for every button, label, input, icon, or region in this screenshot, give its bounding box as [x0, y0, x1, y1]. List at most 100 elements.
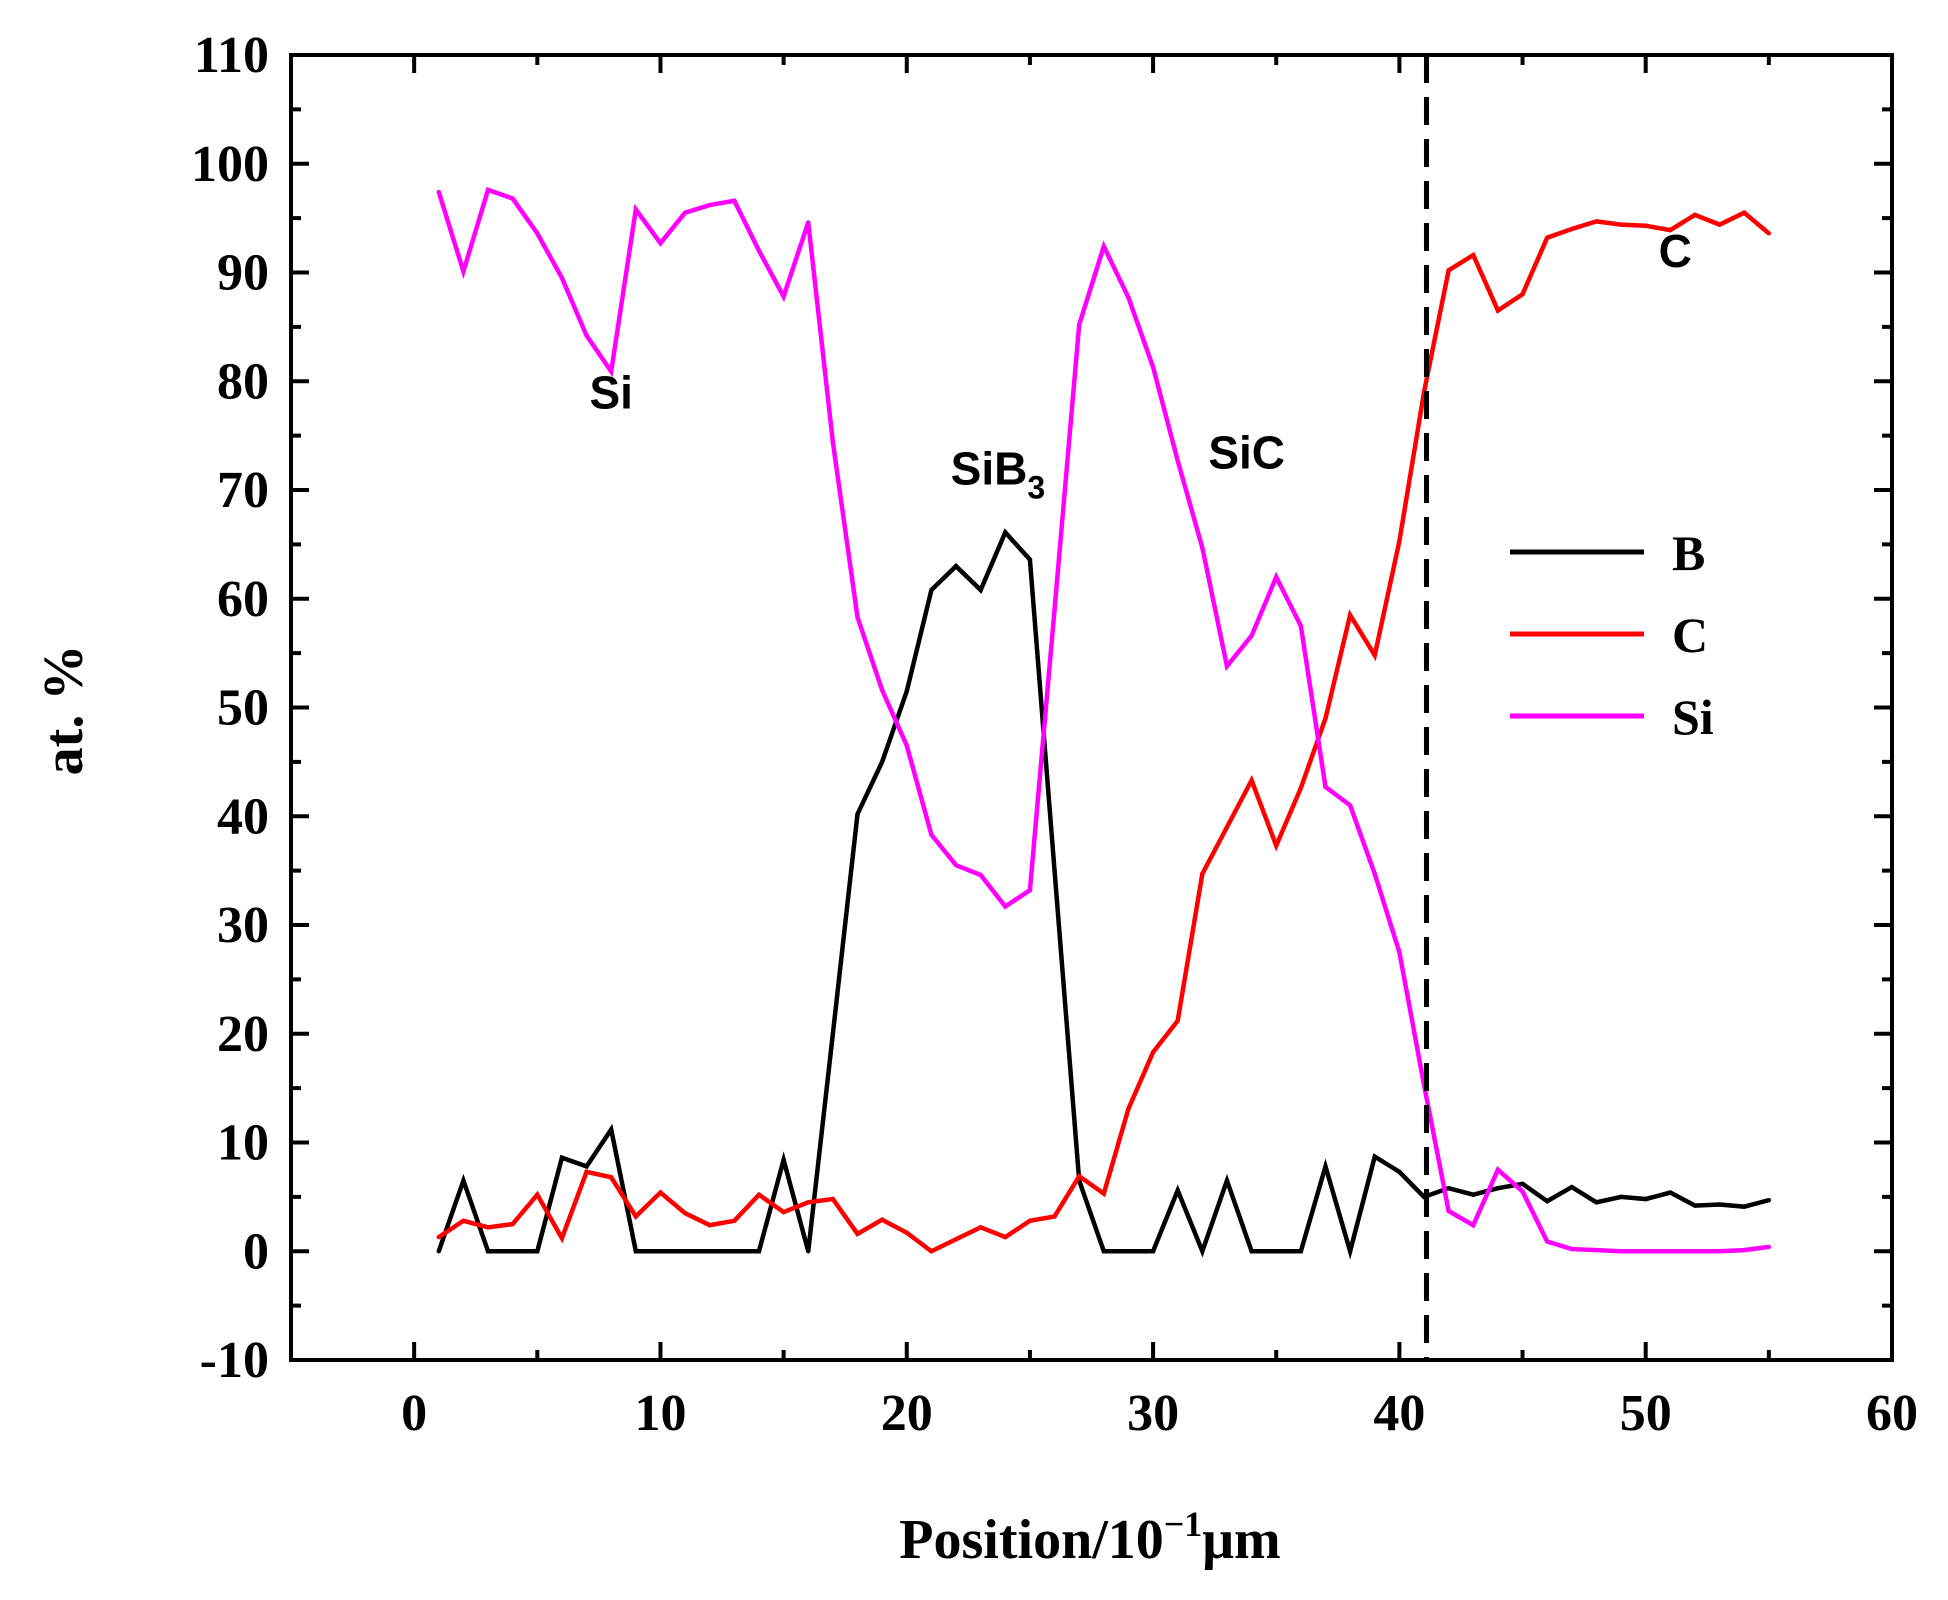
data-point-c	[1150, 1050, 1156, 1055]
y-tick-label: 0	[243, 1223, 269, 1280]
data-point-si	[1692, 1249, 1698, 1254]
y-tick-label: 20	[217, 1006, 269, 1063]
data-point-b	[806, 1249, 811, 1254]
data-point-si	[1717, 1249, 1722, 1254]
series-layer	[436, 186, 1772, 1260]
data-point-b	[535, 1249, 540, 1254]
data-point-b	[953, 563, 959, 569]
data-point-si	[1200, 545, 1205, 550]
data-point-c	[1372, 653, 1377, 658]
x-tick-label: 0	[401, 1385, 427, 1442]
x-tick-label: 50	[1620, 1385, 1672, 1442]
data-point-c	[855, 1231, 860, 1237]
data-point-b	[1347, 1249, 1353, 1254]
series-si	[436, 186, 1772, 1254]
x-axis-title-unit: μm	[1202, 1509, 1280, 1571]
data-point-c	[1347, 612, 1353, 618]
data-point-b	[1175, 1188, 1180, 1193]
data-point-b	[1495, 1185, 1501, 1191]
data-point-si	[1495, 1167, 1501, 1172]
data-point-c	[1766, 231, 1772, 236]
annotation-c: C	[1659, 225, 1692, 277]
y-tick-label: 80	[217, 353, 269, 410]
data-point-si	[1471, 1222, 1476, 1228]
data-point-si	[633, 207, 639, 212]
data-point-si	[1397, 949, 1402, 955]
data-point-c	[1274, 843, 1279, 848]
data-point-c	[584, 1169, 589, 1175]
data-point-b	[756, 1249, 762, 1254]
data-point-b	[1668, 1190, 1673, 1195]
annotations: Si SiB3 SiC C	[589, 225, 1691, 506]
data-point-b	[609, 1127, 614, 1132]
data-point-c	[633, 1214, 639, 1219]
x-tick-label: 40	[1373, 1385, 1425, 1442]
data-point-c	[1175, 1018, 1180, 1023]
data-point-si	[1101, 244, 1107, 249]
data-point-b	[1150, 1249, 1156, 1254]
data-point-c	[929, 1249, 934, 1254]
data-point-si	[1249, 633, 1254, 638]
data-point-b	[461, 1178, 466, 1183]
data-point-c	[830, 1196, 836, 1202]
series-b	[436, 528, 1772, 1260]
tick-labels: 0 10 20 30 40 50 60 -10 0 10 20 30 40 50 60 70 80 90 100 11…	[191, 27, 1918, 1442]
x-tick-label: 20	[881, 1385, 933, 1442]
data-point-b	[1249, 1249, 1254, 1254]
data-point-c	[1594, 219, 1599, 224]
data-point-b	[436, 1249, 441, 1254]
data-point-c	[485, 1225, 491, 1230]
data-point-c	[510, 1221, 515, 1227]
data-point-c	[559, 1236, 565, 1241]
data-point-c	[1618, 222, 1624, 227]
data-point-b	[1446, 1185, 1451, 1191]
data-point-si	[781, 294, 786, 299]
data-point-si	[830, 439, 836, 445]
data-point-c	[953, 1237, 959, 1242]
series-line-b	[436, 528, 1770, 1260]
legend-label-c: C	[1672, 607, 1708, 663]
data-point-c	[436, 1234, 441, 1240]
data-point-b	[584, 1164, 589, 1169]
data-point-c	[1544, 235, 1550, 240]
x-axis-title-superscript: −1	[1164, 1504, 1203, 1544]
data-point-si	[1520, 1189, 1525, 1194]
data-point-si	[855, 615, 860, 620]
data-point-si	[929, 832, 934, 837]
legend: B C Si	[1510, 525, 1714, 745]
data-point-si	[559, 275, 565, 281]
data-point-b	[929, 587, 934, 593]
x-tick-label: 30	[1127, 1385, 1179, 1442]
data-point-b	[1052, 868, 1057, 873]
data-point-c	[1520, 292, 1525, 297]
legend-label-b: B	[1672, 525, 1705, 581]
data-point-si	[1274, 574, 1279, 580]
data-point-b	[1766, 1197, 1772, 1203]
data-point-b	[633, 1249, 639, 1254]
annotation-sic: SiC	[1208, 426, 1285, 478]
y-tick-label: 10	[217, 1115, 269, 1172]
data-point-b	[1101, 1249, 1107, 1254]
data-point-c	[1027, 1218, 1033, 1224]
y-tick-label: 90	[217, 245, 269, 302]
data-point-si	[609, 369, 614, 374]
data-point-si	[732, 198, 737, 203]
data-point-c	[1200, 871, 1205, 877]
data-point-si	[756, 248, 762, 253]
data-point-si	[978, 872, 983, 878]
axis-ticks	[289, 53, 1894, 1362]
x-tick-label: 10	[634, 1385, 686, 1442]
data-point-c	[1643, 223, 1648, 228]
legend-label-si: Si	[1672, 689, 1714, 745]
y-tick-label: 100	[191, 136, 269, 193]
data-point-b	[1692, 1203, 1698, 1208]
data-point-b	[879, 759, 885, 765]
data-point-si	[1003, 904, 1008, 909]
data-point-c	[1249, 778, 1254, 783]
data-point-b	[904, 688, 909, 694]
data-point-b	[855, 811, 860, 817]
data-point-si	[682, 210, 688, 215]
series-c	[436, 210, 1772, 1254]
data-point-c	[781, 1209, 786, 1215]
